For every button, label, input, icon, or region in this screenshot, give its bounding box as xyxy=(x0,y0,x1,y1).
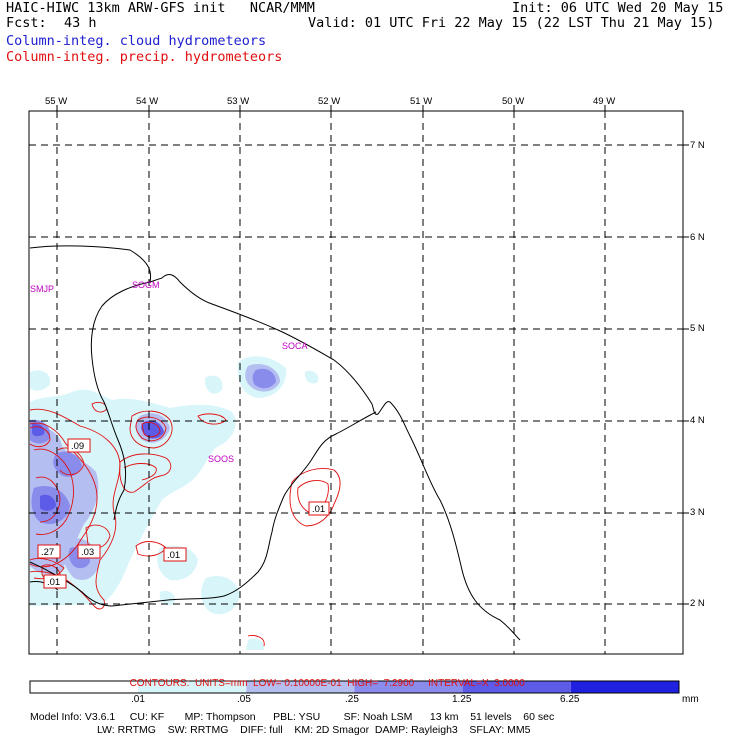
lon-label-52w: 52 W xyxy=(318,96,341,107)
colorbar-tick: 1.25 xyxy=(452,694,472,705)
lat-label-2n: 2 N xyxy=(690,598,705,609)
cloud-shading xyxy=(30,356,319,650)
lon-label-50w: 50 W xyxy=(502,96,525,107)
graticule xyxy=(29,111,683,654)
contour-label: .09 xyxy=(67,438,91,453)
lon-label-51w: 51 W xyxy=(410,96,433,107)
init-time: Init: 06 UTC Wed 20 May 15 xyxy=(512,0,724,16)
model-info-line1: Model Info: V3.6.1 CU: KF MP: Thompson P… xyxy=(30,711,555,723)
svg-text:.27: .27 xyxy=(41,547,54,558)
contours-label: CONTOURS: xyxy=(129,678,190,689)
colorbar-tick: .05 xyxy=(237,694,251,705)
lon-label-54w: 54 W xyxy=(136,96,159,107)
field-precip-hydrometeors: Column-integ. precip. hydrometeors xyxy=(6,49,283,65)
lon-label-55w: 55 W xyxy=(45,96,68,107)
valid-time: Valid: 01 UTC Fri 22 May 15 (22 LST Thu … xyxy=(308,15,715,31)
contour-label: .01 xyxy=(43,574,67,589)
lat-label-7n: 7 N xyxy=(690,140,705,151)
colorbar-tick: 6.25 xyxy=(560,694,580,705)
colorbar-border xyxy=(29,680,680,694)
lon-label-49w: 49 W xyxy=(593,96,616,107)
svg-text:.09: .09 xyxy=(71,441,84,452)
contours-interval: INTERVAL=X 3.0000 xyxy=(428,678,525,689)
contour-labels: .09 .01 .27 .03 .01 .01 xyxy=(37,438,330,589)
contours-low: LOW= 0.10000E-01 xyxy=(253,678,342,689)
station-smjp: SMJP xyxy=(30,284,54,294)
colorbar-tick: .01 xyxy=(131,694,145,705)
map-frame xyxy=(28,110,684,655)
station-soos: SOOS xyxy=(208,454,234,464)
contours-info: CONTOURS: UNITS=mm LOW= 0.10000E-01 HIGH… xyxy=(124,667,525,689)
colorbar-swatch xyxy=(354,681,463,693)
lat-label-3n: 3 N xyxy=(690,507,705,518)
forecast-hour: 43 h xyxy=(64,15,97,31)
colorbar-swatch xyxy=(30,681,139,693)
field-cloud-hydrometeors: Column-integ. cloud hydrometeors xyxy=(6,33,267,49)
contours-high: HIGH= 7.2900 xyxy=(347,678,415,689)
contour-label: .01 xyxy=(163,547,187,562)
forecast-label: Fcst: xyxy=(6,15,47,31)
axis-ticks xyxy=(56,105,689,605)
lat-label-6n: 6 N xyxy=(690,232,705,243)
lat-label-4n: 4 N xyxy=(690,415,705,426)
lon-label-53w: 53 W xyxy=(227,96,250,107)
colorbar-swatch xyxy=(138,681,247,693)
station-soca: SOCA xyxy=(282,341,308,351)
svg-text:.01: .01 xyxy=(312,504,325,515)
contour-label: .27 xyxy=(37,544,61,559)
stations: SMJP SOGM SOCA SOOS xyxy=(30,280,308,464)
contours-units: UNITS=mm xyxy=(194,678,248,689)
colorbar xyxy=(29,680,680,694)
colorbar-tick: .25 xyxy=(345,694,359,705)
svg-text:.01: .01 xyxy=(47,577,60,588)
model-info-line2: LW: RRTMG SW: RRTMG DIFF: full KM: 2D Sm… xyxy=(97,724,531,736)
station-sogm: SOGM xyxy=(132,280,160,290)
svg-text:.03: .03 xyxy=(81,547,94,558)
model-title: HAIC-HIWC 13km ARW-GFS init NCAR/MMM xyxy=(6,0,315,16)
contour-label: .01 xyxy=(308,501,330,516)
lat-label-5n: 5 N xyxy=(690,323,705,334)
colorbar-unit: mm xyxy=(682,694,699,705)
colorbar-swatch xyxy=(462,681,571,693)
contour-label: .03 xyxy=(77,544,101,559)
colorbar-swatch xyxy=(246,681,355,693)
svg-text:.01: .01 xyxy=(167,550,180,561)
colorbar-swatch xyxy=(570,681,679,693)
